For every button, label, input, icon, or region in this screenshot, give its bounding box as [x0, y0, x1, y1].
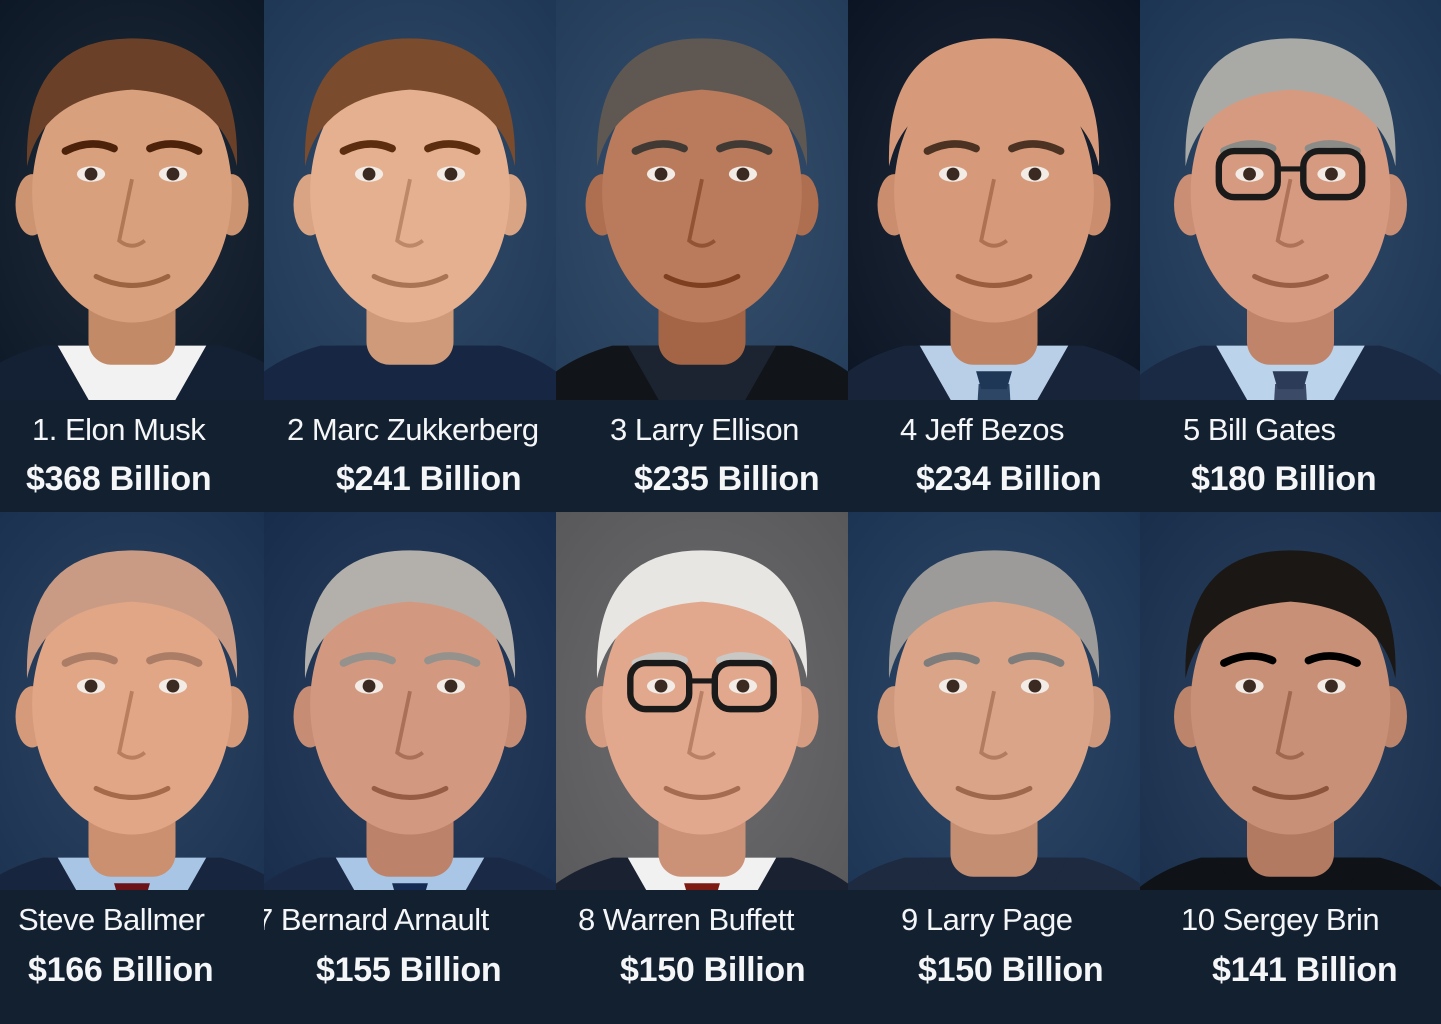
person-name: 8 Warren Buffett: [578, 902, 795, 937]
net-worth: $368 Billion: [26, 460, 212, 498]
card-4: 4 Jeff Bezos $234 Billion: [848, 0, 1140, 512]
person-name: 7 Bernard Arnault: [264, 902, 489, 937]
card-8: 8 Warren Buffett $150 Billion: [556, 512, 848, 1024]
card-3: 3 Larry Ellison $235 Billion: [556, 0, 848, 512]
card-5: 5 Bill Gates $180 Billion: [1140, 0, 1441, 512]
net-worth: $150 Billion: [620, 951, 806, 989]
card-2: 2 Marc Zukkerberg $241 Billion: [264, 0, 556, 512]
card-1: 1. Elon Musk $368 Billion: [0, 0, 264, 512]
net-worth: $234 Billion: [916, 460, 1102, 498]
portrait-illustration: [1140, 0, 1441, 512]
person-name: 2 Marc Zukkerberg: [287, 412, 539, 447]
person-name: 9 Larry Page: [901, 902, 1073, 937]
portrait: [1140, 0, 1441, 512]
net-worth: $141 Billion: [1212, 951, 1398, 989]
net-worth: $166 Billion: [28, 951, 214, 989]
card-10: 10 Sergey Brin $141 Billion: [1140, 512, 1441, 1024]
person-name: 4 Jeff Bezos: [900, 412, 1065, 447]
person-name: 10 Sergey Brin: [1181, 902, 1380, 937]
card-7: 7 Bernard Arnault $155 Billion: [264, 512, 556, 1024]
card-9: 9 Larry Page $150 Billion: [848, 512, 1140, 1024]
net-worth: $155 Billion: [316, 951, 502, 989]
person-name: 3 Larry Ellison: [610, 412, 799, 447]
net-worth: $241 Billion: [336, 460, 522, 498]
person-name: 1. Elon Musk: [32, 412, 206, 447]
person-name: Steve Ballmer: [18, 902, 205, 937]
net-worth: $235 Billion: [634, 460, 820, 498]
net-worth: $150 Billion: [918, 951, 1104, 989]
person-name: 5 Bill Gates: [1183, 412, 1336, 447]
net-worth: $180 Billion: [1191, 460, 1377, 498]
card-6: Steve Ballmer $166 Billion: [0, 512, 264, 1024]
